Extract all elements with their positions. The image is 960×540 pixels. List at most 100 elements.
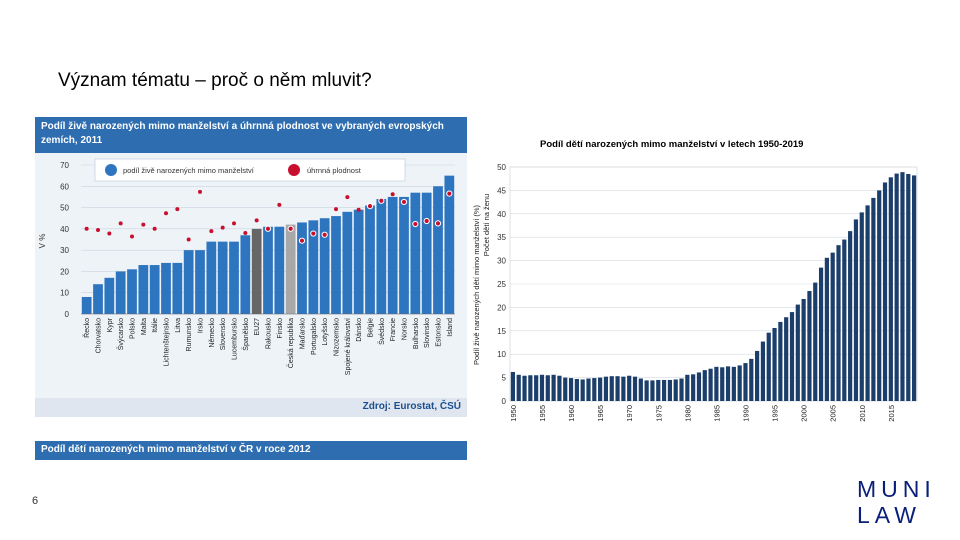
bar-belgie	[365, 205, 375, 314]
fertility-dot	[186, 237, 191, 242]
bar-1995	[772, 327, 777, 401]
bar-2004	[824, 257, 829, 401]
x-tick-label: Německo	[209, 318, 216, 348]
source-bar: Zdroj: Eurostat, ČSÚ	[35, 398, 467, 417]
x-tick-label: Polsko	[130, 318, 137, 339]
bar-1967	[609, 376, 614, 401]
bar-1955	[539, 374, 545, 401]
fertility-dot	[118, 221, 123, 226]
x-tick-label: 1960	[567, 405, 576, 422]
bar-řecko	[81, 296, 92, 314]
fertility-dot	[400, 198, 408, 206]
x-tick-label: Řecko	[82, 318, 91, 338]
fertility-dot	[446, 190, 453, 197]
y-tick-label: 60	[60, 182, 69, 191]
bar-1970	[627, 375, 632, 401]
fertility-dot	[412, 220, 419, 228]
bar-1998	[789, 312, 795, 401]
bar-1953	[528, 375, 533, 401]
bar-rumunsko	[183, 250, 194, 314]
bar-1992	[755, 350, 760, 401]
bar-finsko	[274, 226, 285, 314]
bar-1957	[551, 374, 556, 401]
x-tick-label: Island	[447, 318, 454, 337]
bar-2014	[882, 182, 888, 401]
fertility-dot	[321, 231, 328, 238]
y-tick-label: 10	[60, 289, 69, 298]
bar-1991	[749, 358, 754, 401]
y-tick-label: 40	[60, 225, 69, 234]
fertility-dot	[220, 225, 225, 230]
x-tick-label: Spojené království	[345, 318, 352, 375]
bar-kypr	[104, 277, 115, 314]
bar-norsko	[399, 196, 409, 314]
x-tick-label: Lucembursko	[232, 318, 239, 360]
x-tick-label: Slovensko	[220, 318, 227, 350]
bar-2016	[894, 173, 899, 401]
bar-2002	[813, 282, 818, 401]
fertility-dot	[356, 207, 361, 212]
left-chart-title: Podíl živě narozených mimo manželství a …	[41, 121, 444, 146]
y-tick-label: 50	[497, 163, 506, 172]
fertility-dot	[254, 218, 259, 223]
bar-1975	[656, 379, 661, 401]
left-chart-header: Podíl živě narozených mimo manželství a …	[35, 117, 467, 153]
x-tick-label: Norsko	[402, 318, 409, 340]
x-tick-label: 2015	[887, 405, 896, 422]
fertility-dot	[130, 234, 134, 239]
bar-1996	[778, 321, 783, 401]
bar-bulharsko	[410, 192, 421, 314]
fertility-dot	[264, 225, 272, 232]
y-tick-label: 15	[497, 327, 506, 336]
x-tick-label: 1990	[741, 405, 750, 422]
bar-1962	[580, 379, 585, 401]
bar-1952	[522, 375, 527, 401]
y-tick-label: 45	[497, 186, 506, 195]
bar-1994	[766, 332, 771, 401]
fertility-dot	[175, 207, 180, 212]
bar-1956	[545, 375, 550, 401]
x-tick-label: 2005	[829, 405, 838, 422]
x-tick-label: Finsko	[277, 318, 284, 339]
page-number: 6	[32, 495, 39, 507]
fertility-dot	[334, 207, 338, 212]
y-tick-label: 20	[497, 303, 506, 312]
bar-lucembursko	[229, 241, 239, 314]
bar-1971	[632, 376, 638, 401]
fertility-dot	[390, 192, 395, 197]
bar-2010	[859, 212, 864, 401]
bar-island	[444, 175, 455, 314]
logo-law: LAW	[857, 502, 921, 528]
x-tick-label: Francie	[390, 318, 397, 341]
bar-2015	[888, 177, 893, 401]
bar-německo	[206, 241, 217, 314]
bar-1964	[592, 378, 597, 401]
x-tick-label: 1950	[509, 405, 518, 422]
fertility-dot	[84, 226, 89, 231]
x-tick-label: Chorvatsko	[96, 318, 103, 354]
bar-1978	[673, 379, 678, 401]
muni-law-logo: MUNI LAW	[857, 476, 936, 528]
bar-slovensko	[217, 241, 228, 314]
y-tick-label: 50	[60, 204, 69, 213]
bar-estonsko	[433, 186, 443, 314]
fertility-dot	[310, 230, 317, 237]
legend-label-births: podíl živě narozených mimo manželství	[123, 166, 255, 175]
bar-1950	[510, 371, 516, 401]
x-tick-label: Španělsko	[241, 318, 250, 351]
x-tick-label: Litva	[175, 318, 182, 333]
x-tick-label: 2010	[858, 405, 867, 422]
fertility-dot	[277, 202, 282, 207]
bar-1961	[574, 379, 579, 401]
legend-marker-fertility	[288, 164, 300, 176]
bar-lotyšsko	[319, 218, 330, 314]
fertility-dot	[152, 226, 157, 231]
x-tick-label: Rakousko	[266, 318, 273, 349]
bar-1960	[568, 378, 574, 401]
bar-2018	[906, 174, 911, 401]
y-tick-label: 5	[502, 374, 507, 383]
bar-švédsko	[376, 199, 387, 314]
fertility-dot	[107, 231, 112, 236]
y-tick-label: 0	[65, 310, 70, 319]
bar-lichtenštejnsko	[161, 262, 171, 314]
